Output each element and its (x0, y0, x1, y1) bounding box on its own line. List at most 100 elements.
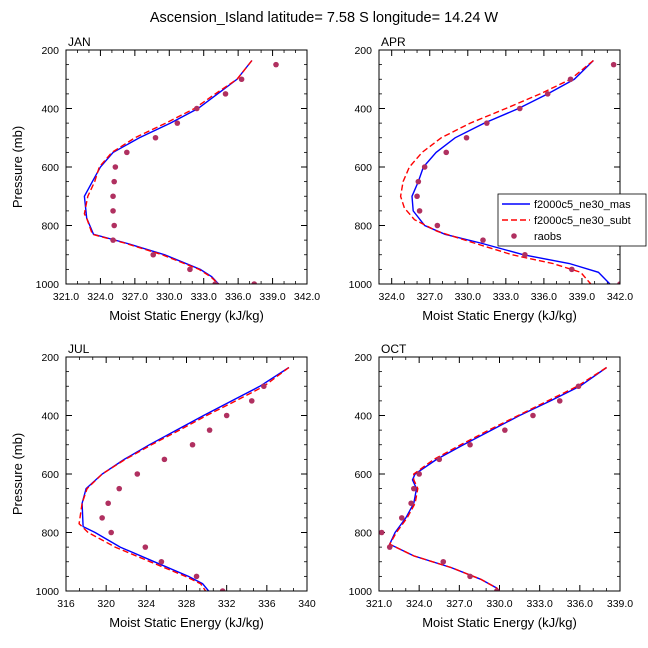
raobs-point (251, 281, 258, 284)
raobs-point (194, 105, 200, 112)
x-tick-label: 327.0 (417, 291, 443, 303)
panel-jan: JAN 321.0 324.0 327.0 330.0 333.0 336.0 339.0 34… (10, 35, 320, 323)
x-tick-label: 342.0 (294, 291, 320, 303)
raobs-point (174, 120, 181, 126)
f2000c5-ne30-mas-line (388, 366, 608, 591)
x-tick-label: 327.0 (122, 291, 148, 303)
x-tick-label: 342.0 (607, 291, 633, 303)
x-tick-label: 333.0 (191, 291, 217, 303)
raobs-point (116, 485, 123, 492)
panel-label: OCT (381, 342, 407, 356)
raobs-point (111, 178, 117, 185)
y-tick-label: 800 (41, 528, 59, 540)
raobs-point (112, 164, 119, 170)
y-axis-label: Pressure (mb) (10, 433, 25, 515)
raobs-point (434, 222, 441, 229)
y-tick-label: 800 (41, 221, 59, 233)
y-tick-label: 200 (354, 45, 372, 57)
raobs-point (567, 76, 574, 83)
y-tick-label: 600 (354, 469, 372, 481)
x-tick-label: 339.0 (259, 291, 285, 303)
raobs-point (108, 529, 114, 536)
panel-apr: APR 324.0 327.0 330.0 333.0 336.0 339.0 342.0 20… (349, 35, 634, 323)
raobs-point (494, 588, 500, 591)
x-tick-label: 327.0 (446, 598, 472, 610)
raobs-point (484, 120, 490, 126)
x-tick-label: 324 (138, 598, 156, 610)
x-tick-label: 324.0 (379, 291, 405, 303)
y-tick-label: 600 (41, 469, 59, 481)
plot-area (78, 366, 290, 591)
raobs-point (617, 281, 620, 284)
y-tick-label: 400 (354, 104, 372, 116)
f2000c5-ne30-mas-line (83, 60, 253, 284)
x-tick-label: 320 (97, 598, 115, 610)
raobs-point (556, 398, 563, 404)
y-tick-label: 400 (354, 411, 372, 423)
legend-label: f2000c5_ne30_mas (534, 199, 631, 211)
panel-label: JAN (68, 35, 91, 49)
raobs-point (575, 383, 582, 390)
x-tick-label: 339.0 (607, 598, 633, 610)
y-axis-label: Pressure (mb) (10, 126, 25, 208)
raobs-point (502, 427, 508, 433)
plot-frame (65, 356, 308, 592)
raobs-point (150, 251, 157, 258)
legend-label: raobs (534, 231, 562, 243)
y-tick-label: 1000 (349, 586, 373, 598)
y-tick-label: 200 (354, 352, 372, 364)
raobs-point (161, 456, 168, 463)
raobs-point (110, 237, 116, 243)
raobs-point (414, 193, 420, 200)
plot-area (399, 59, 620, 284)
x-axis-label: Moist Static Energy (kJ/kg) (109, 615, 264, 630)
y-tick-label: 800 (354, 221, 372, 233)
x-tick-label: 324.0 (406, 598, 432, 610)
f2000c5-ne30-mas-line (411, 60, 611, 284)
raobs-point (610, 61, 617, 68)
x-axis-label: Moist Static Energy (kJ/kg) (422, 308, 577, 323)
x-tick-label: 321.0 (366, 598, 392, 610)
y-tick-label: 1000 (36, 586, 60, 598)
y-tick-label: 800 (354, 528, 372, 540)
raobs-point (544, 91, 551, 97)
raobs-point (398, 515, 405, 521)
raobs-point (158, 558, 165, 565)
x-tick-label: 336.0 (531, 291, 557, 303)
raobs-point (467, 573, 473, 580)
y-tick-label: 1000 (36, 279, 60, 291)
raobs-point (463, 134, 470, 141)
raobs-point (248, 398, 255, 404)
raobs-point (273, 61, 279, 68)
y-tick-label: 400 (41, 411, 59, 423)
raobs-point (105, 500, 111, 507)
x-tick-label: 330.0 (486, 598, 512, 610)
raobs-point (516, 105, 523, 112)
raobs-point (261, 383, 267, 390)
x-axis-label: Moist Static Energy (kJ/kg) (422, 615, 577, 630)
x-tick-label: 324.0 (87, 291, 113, 303)
raobs-point (522, 251, 528, 258)
raobs-point (443, 149, 450, 156)
raobs-point (193, 573, 200, 580)
x-tick-label: 336.0 (225, 291, 251, 303)
x-tick-label: 330.0 (455, 291, 481, 303)
x-tick-label: 333.0 (493, 291, 519, 303)
raobs-point (411, 485, 417, 492)
raobs-point (408, 500, 414, 507)
raobs-point (110, 193, 116, 200)
raobs-point (467, 441, 473, 448)
f2000c5-ne30-subt-line (78, 366, 290, 591)
raobs-point (421, 164, 428, 170)
plot-area (83, 60, 279, 284)
plot-frame (378, 49, 621, 285)
x-tick-label: 339.0 (569, 291, 595, 303)
x-tick-label: 328 (178, 598, 196, 610)
legend-marker (511, 233, 517, 239)
raobs-point (569, 266, 575, 273)
raobs-point (206, 427, 213, 433)
y-tick-label: 600 (41, 162, 59, 174)
x-tick-label: 316 (57, 598, 75, 610)
panel-label: JUL (68, 342, 90, 356)
raobs-point (219, 588, 226, 591)
